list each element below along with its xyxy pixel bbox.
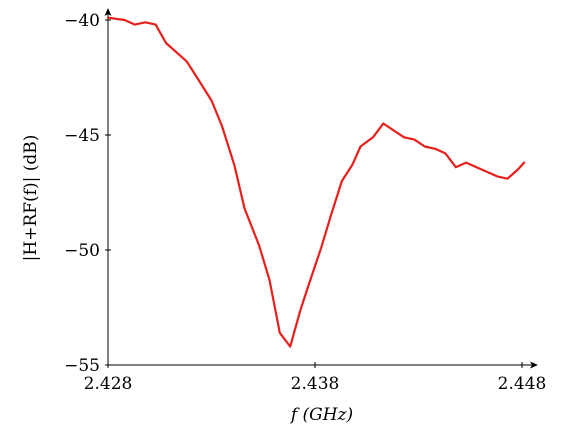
y-tick-label: −40 bbox=[64, 11, 100, 31]
x-axis-label: f (GHz) bbox=[289, 405, 353, 425]
axes bbox=[104, 8, 538, 369]
y-tick-label: −50 bbox=[64, 241, 100, 261]
x-tick-label: 2.438 bbox=[291, 374, 340, 394]
ticks: 2.428 2.438 2.448 −40 −45 −50 −55 bbox=[64, 11, 546, 394]
x-tick-label: 2.448 bbox=[498, 374, 547, 394]
x-axis-arrow bbox=[530, 361, 538, 369]
series-layer bbox=[106, 16, 526, 348]
y-tick-label: −45 bbox=[64, 126, 100, 146]
series-line-0 bbox=[106, 16, 526, 348]
y-axis-arrow bbox=[104, 8, 112, 16]
y-axis-label: |H+RF(f)| (dB) bbox=[21, 135, 41, 262]
y-tick-label: −55 bbox=[64, 356, 100, 376]
x-tick-label: 2.428 bbox=[84, 374, 133, 394]
